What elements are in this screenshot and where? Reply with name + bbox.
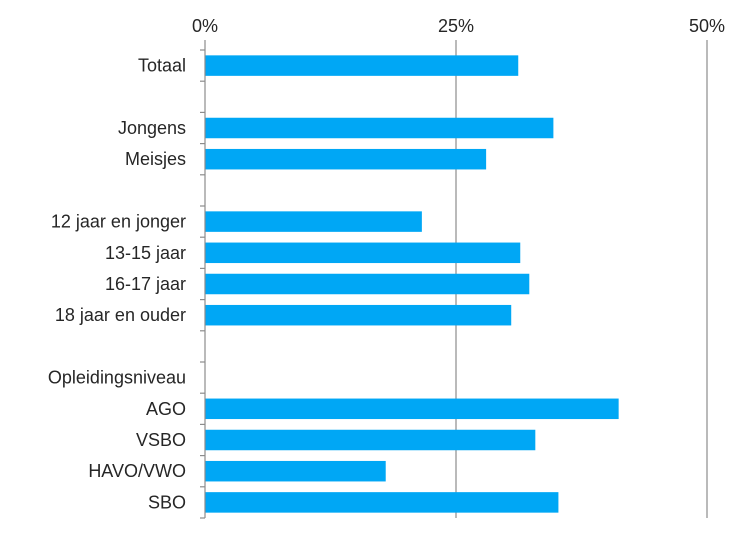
category-label: Jongens: [118, 118, 186, 138]
bar: [205, 211, 422, 232]
x-tick-labels: 0% 25% 50%: [192, 16, 725, 36]
category-label: VSBO: [136, 430, 186, 450]
bar: [205, 117, 554, 139]
bar: [205, 492, 559, 513]
x-tick-label: 0%: [192, 16, 218, 36]
category-labels: Totaal Jongens Meisjes 12 jaar en jonger 13-…: [48, 56, 186, 513]
bar: [205, 460, 386, 482]
bar: [205, 429, 536, 451]
category-label: AGO: [146, 399, 186, 419]
y-axis: [200, 40, 206, 519]
bar: [205, 273, 530, 295]
category-label: 18 jaar en ouder: [55, 305, 186, 325]
bar: [205, 304, 512, 326]
category-label: HAVO/VWO: [88, 461, 186, 481]
bar: [205, 148, 487, 170]
bar: [205, 242, 521, 264]
bar: [205, 55, 519, 76]
x-tick-label: 50%: [689, 16, 725, 36]
category-label: Meisjes: [125, 149, 186, 169]
category-label: 13-15 jaar: [105, 243, 186, 263]
bar-layer: [205, 55, 619, 513]
category-label: SBO: [148, 492, 186, 512]
category-label: 16-17 jaar: [105, 274, 186, 294]
category-label: Opleidingsniveau: [48, 368, 186, 388]
category-label: 12 jaar en jonger: [51, 212, 186, 232]
bar: [205, 398, 619, 420]
x-tick-label: 25%: [438, 16, 474, 36]
category-label: Totaal: [138, 56, 186, 76]
